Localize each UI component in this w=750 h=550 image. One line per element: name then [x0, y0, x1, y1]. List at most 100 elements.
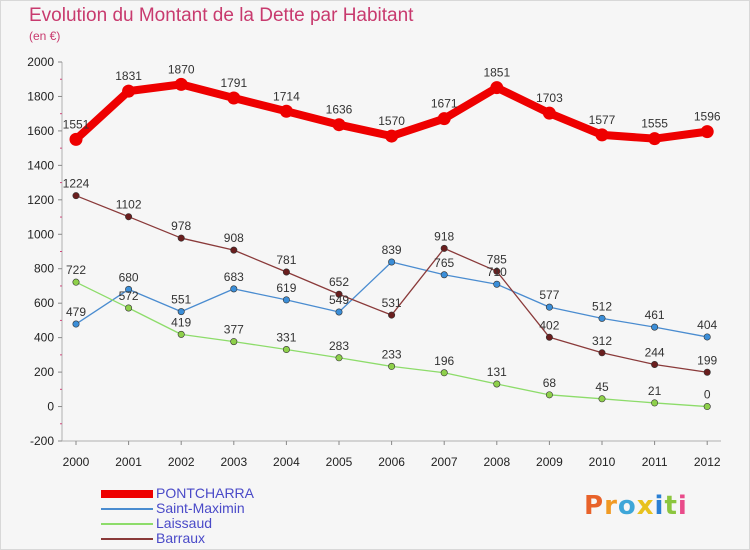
data-point — [651, 323, 659, 331]
x-tick-label: 2009 — [536, 455, 563, 469]
data-label: 710 — [487, 265, 507, 279]
data-label: 461 — [645, 308, 665, 322]
x-tick-label: 2010 — [589, 455, 616, 469]
data-point — [700, 125, 714, 139]
data-label: 512 — [592, 299, 612, 313]
data-point — [335, 354, 343, 362]
data-point — [72, 278, 80, 286]
data-label: 1555 — [641, 117, 668, 131]
legend-label: Laissaud — [156, 515, 213, 531]
y-tick-label: -200 — [30, 434, 54, 448]
logo-letter: i — [677, 491, 688, 521]
y-tick-label: 400 — [34, 331, 54, 345]
x-tick-label: 2004 — [273, 455, 300, 469]
data-point — [174, 77, 188, 91]
y-tick-label: 1800 — [27, 89, 54, 103]
logo-letter: P — [584, 491, 605, 521]
logo-letter: o — [617, 491, 637, 521]
data-point — [227, 91, 241, 105]
y-tick-label: 1600 — [27, 124, 54, 138]
data-point — [542, 106, 556, 120]
data-label: 1791 — [220, 76, 247, 90]
x-tick-label: 2006 — [378, 455, 405, 469]
data-point — [440, 369, 448, 377]
data-point — [703, 403, 711, 411]
data-label: 0 — [704, 388, 711, 402]
data-label: 1596 — [694, 110, 721, 124]
data-label: 1102 — [116, 198, 142, 212]
x-tick-label: 2012 — [694, 455, 721, 469]
data-point — [230, 338, 238, 346]
data-label: 839 — [382, 243, 402, 257]
y-tick-label: 1000 — [27, 227, 54, 241]
y-tick-label: 1400 — [27, 158, 54, 172]
data-label: 1577 — [589, 113, 616, 127]
chart-title: Evolution du Montant de la Dette par Hab… — [29, 5, 414, 26]
data-label: 331 — [276, 331, 296, 345]
data-label: 283 — [329, 339, 349, 353]
x-tick-label: 2000 — [63, 455, 90, 469]
data-point — [332, 118, 346, 132]
data-point — [385, 129, 399, 143]
data-point — [703, 368, 711, 376]
data-point — [651, 399, 659, 407]
data-label: 781 — [276, 253, 296, 267]
logo-letter: r — [604, 491, 618, 521]
data-label: 577 — [539, 288, 559, 302]
data-point — [388, 258, 396, 266]
data-label: 233 — [382, 347, 402, 361]
data-point — [598, 314, 606, 322]
data-point — [388, 311, 396, 319]
data-label: 131 — [487, 365, 507, 379]
data-point — [72, 192, 80, 200]
data-label: 722 — [66, 263, 86, 277]
data-point — [335, 290, 343, 298]
data-point — [493, 280, 501, 288]
data-label: 45 — [595, 380, 609, 394]
data-point — [282, 268, 290, 276]
x-tick-label: 2007 — [431, 455, 458, 469]
legend-label: Saint-Maximin — [156, 500, 245, 516]
x-tick-label: 2002 — [168, 455, 195, 469]
x-tick-label: 2011 — [642, 455, 668, 469]
data-label: 402 — [539, 318, 559, 332]
data-point — [388, 362, 396, 370]
data-label: 785 — [487, 252, 507, 266]
data-point — [493, 267, 501, 275]
data-label: 680 — [119, 270, 139, 284]
legend-swatch — [101, 490, 153, 498]
data-point — [335, 308, 343, 316]
data-point — [440, 271, 448, 279]
data-label: 918 — [434, 229, 454, 243]
x-tick-label: 2008 — [483, 455, 510, 469]
x-tick-label: 2005 — [326, 455, 353, 469]
logo-letter: t — [664, 491, 678, 521]
data-label: 551 — [171, 293, 191, 307]
legend-swatch — [101, 523, 153, 525]
logo-letter: i — [654, 491, 665, 521]
data-point — [279, 104, 293, 118]
data-label: 908 — [224, 231, 244, 245]
data-point — [545, 333, 553, 341]
data-label: 531 — [382, 296, 402, 310]
legend-swatch — [101, 508, 153, 510]
logo-letter: x — [636, 491, 655, 521]
data-point — [598, 349, 606, 357]
data-label: 1831 — [115, 69, 142, 83]
data-point — [125, 213, 133, 221]
data-point — [69, 132, 83, 146]
data-label: 244 — [645, 346, 665, 360]
data-point — [177, 234, 185, 242]
data-label: 1851 — [483, 66, 510, 80]
data-label: 1224 — [63, 177, 90, 191]
y-tick-label: 800 — [34, 262, 54, 276]
data-point — [177, 330, 185, 338]
data-label: 549 — [329, 293, 349, 307]
x-tick-label: 2003 — [220, 455, 247, 469]
data-point — [125, 304, 133, 312]
data-label: 199 — [697, 353, 717, 367]
data-point — [282, 296, 290, 304]
data-label: 419 — [171, 315, 191, 329]
legend-label: Barraux — [156, 530, 206, 546]
